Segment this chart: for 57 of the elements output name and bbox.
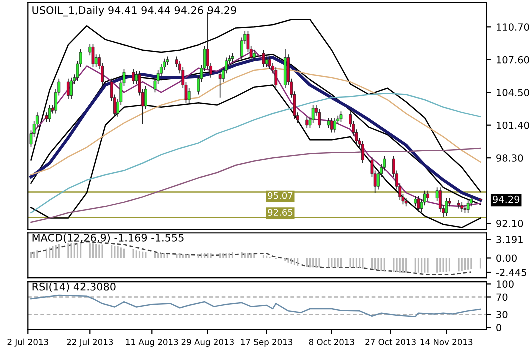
candlestick (445, 198, 448, 217)
chart-title: RSI(14) 42.3080 (32, 282, 116, 292)
x-tick-label: 2 Jul 2013 (8, 338, 48, 347)
candlestick (334, 118, 336, 134)
x-tick-label: 8 Oct 2013 (309, 339, 354, 346)
x-tick-label: 27 Oct 2013 (366, 339, 416, 346)
candlestick (252, 50, 256, 62)
y-tick-label: 70 (496, 294, 508, 302)
candlestick (92, 44, 95, 68)
candlestick (466, 200, 470, 214)
candlestick (265, 56, 268, 68)
y-tick-label: 104.50 (497, 89, 530, 96)
y-tick-label: 100 (497, 280, 514, 288)
candlestick (66, 78, 70, 100)
x-tick-label: 11 Aug 2013 (126, 339, 178, 347)
x-tick-label: 14 Nov 2013 (420, 339, 473, 346)
ref-line-label: 95.07 (268, 192, 293, 200)
candlestick (330, 118, 334, 134)
candlestick (70, 77, 73, 100)
x-tick-label: 17 Sep 2013 (241, 339, 293, 347)
y-tick-label: 110.70 (497, 24, 530, 31)
line-series (30, 19, 482, 193)
line-series (30, 148, 482, 224)
candlestick (318, 109, 321, 129)
y-tick-label: 30 (496, 311, 508, 318)
chart-title: USOIL_1,Daily 94.41 94.44 94.26 94.29 (32, 6, 236, 17)
candlestick (417, 196, 420, 212)
candlestick (460, 202, 464, 212)
chart-title: MACD(12,26,9) -1.169 -1.555 (32, 234, 184, 244)
candlestick (48, 104, 52, 123)
x-tick-label: 29 Aug 2013 (182, 339, 234, 347)
candlestick (426, 190, 430, 202)
line-series (30, 93, 482, 214)
y-tick-label: 98.30 (496, 154, 524, 162)
y-tick-label: 107.60 (497, 56, 530, 64)
candlestick (361, 140, 364, 164)
y-tick-label: 3.191 (496, 236, 523, 244)
candlestick (132, 68, 135, 85)
y-tick-label: 0.00 (496, 254, 517, 262)
candlestick (268, 56, 272, 70)
candlestick (218, 71, 222, 98)
y-tick-label: 92.10 (496, 220, 524, 228)
candlestick (340, 111, 343, 123)
ref-line-label: 92.65 (268, 209, 293, 216)
annotation: 94.29 (493, 196, 520, 204)
y-tick-label: 0 (496, 324, 502, 332)
candlestick (414, 196, 418, 208)
candlestick (262, 50, 266, 68)
candlestick (327, 118, 330, 129)
x-tick-label: 22 Jul 2013 (67, 338, 114, 347)
candlestick (274, 66, 278, 89)
line-series (30, 294, 482, 318)
y-tick-label: 101.40 (497, 122, 530, 130)
candlestick (45, 112, 48, 123)
candlestick (306, 116, 309, 129)
y-tick-label: -2.445 (496, 269, 526, 276)
candlestick (188, 88, 191, 104)
